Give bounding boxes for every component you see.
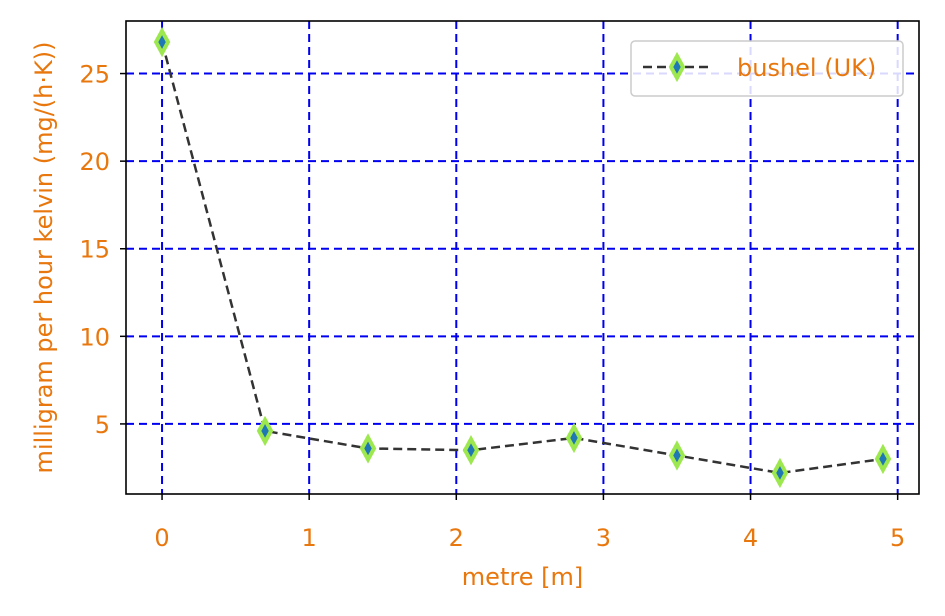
grid-lines xyxy=(126,21,919,494)
legend: bushel (UK) xyxy=(630,40,904,97)
x-tick-label: 3 xyxy=(596,524,611,552)
axis-ticks: 0 1 2 3 4 5 5 10 15 20 25 xyxy=(79,61,905,552)
data-point xyxy=(359,433,377,464)
legend-box xyxy=(630,40,904,97)
series-layer xyxy=(153,26,892,489)
y-axis-label: milligram per hour kelvin (mg/(h·K)) xyxy=(30,42,58,474)
legend-marker-sample xyxy=(668,51,686,83)
x-tick-label: 5 xyxy=(890,524,905,552)
y-tick-label: 5 xyxy=(95,411,110,439)
data-point xyxy=(565,422,583,454)
data-point xyxy=(256,415,274,447)
y-tick-label: 10 xyxy=(79,323,110,351)
legend-label: bushel (UK) xyxy=(737,54,876,82)
data-point xyxy=(153,26,171,58)
x-tick-label: 1 xyxy=(302,524,317,552)
plot-area-frame xyxy=(125,20,920,495)
data-point xyxy=(874,443,892,475)
x-tick-label: 4 xyxy=(743,524,758,552)
x-tick-label: 2 xyxy=(449,524,464,552)
series-line xyxy=(160,41,884,475)
y-tick-label: 25 xyxy=(79,61,110,89)
x-tick-label: 0 xyxy=(154,524,169,552)
data-point xyxy=(462,435,480,466)
x-axis-label: metre [m] xyxy=(462,563,583,591)
data-point xyxy=(668,440,686,471)
y-tick-label: 15 xyxy=(79,236,110,264)
data-point xyxy=(771,457,789,489)
y-tick-label: 20 xyxy=(79,148,110,176)
